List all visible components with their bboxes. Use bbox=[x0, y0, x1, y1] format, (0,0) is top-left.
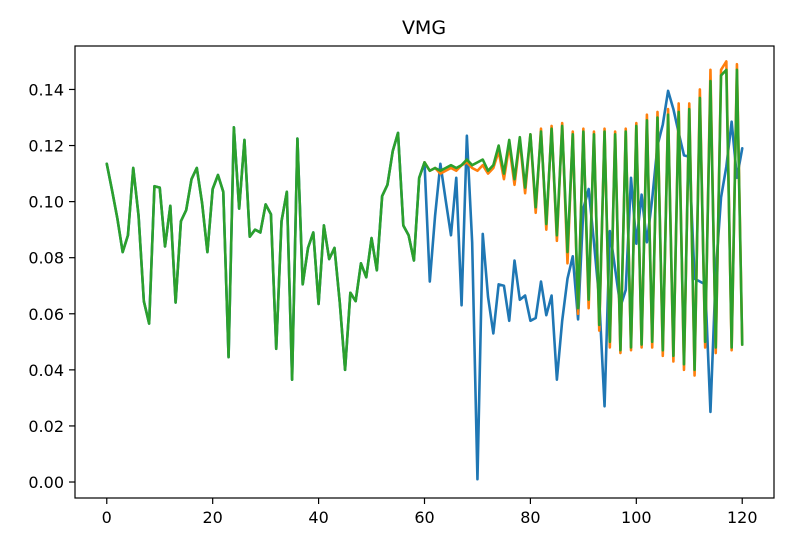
y-tick-label: 0.00 bbox=[28, 473, 64, 492]
y-tick-label: 0.10 bbox=[28, 193, 64, 212]
series-line-2 bbox=[423, 60, 744, 377]
series-layer bbox=[105, 60, 744, 481]
x-tick-label: 60 bbox=[414, 508, 434, 527]
x-tick-label: 100 bbox=[621, 508, 652, 527]
y-tick-label: 0.04 bbox=[28, 361, 64, 380]
y-tick-label: 0.06 bbox=[28, 305, 64, 324]
y-tick-label: 0.12 bbox=[28, 137, 64, 156]
y-tick-label: 0.08 bbox=[28, 249, 64, 268]
x-tick-label: 120 bbox=[727, 508, 758, 527]
y-tick-label: 0.14 bbox=[28, 80, 64, 99]
x-tick-label: 80 bbox=[520, 508, 540, 527]
chart-title: VMG bbox=[402, 17, 446, 39]
x-tick-label: 20 bbox=[203, 508, 223, 527]
x-tick-label: 0 bbox=[102, 508, 112, 527]
axes-layer: 0 20 40 60 80 100 120 0.00 0.02 0.04 0.06 0.08 0.10 0… bbox=[28, 45, 775, 527]
x-tick-label: 40 bbox=[308, 508, 328, 527]
y-tick-label: 0.02 bbox=[28, 417, 64, 436]
series-line-3 bbox=[105, 68, 744, 381]
